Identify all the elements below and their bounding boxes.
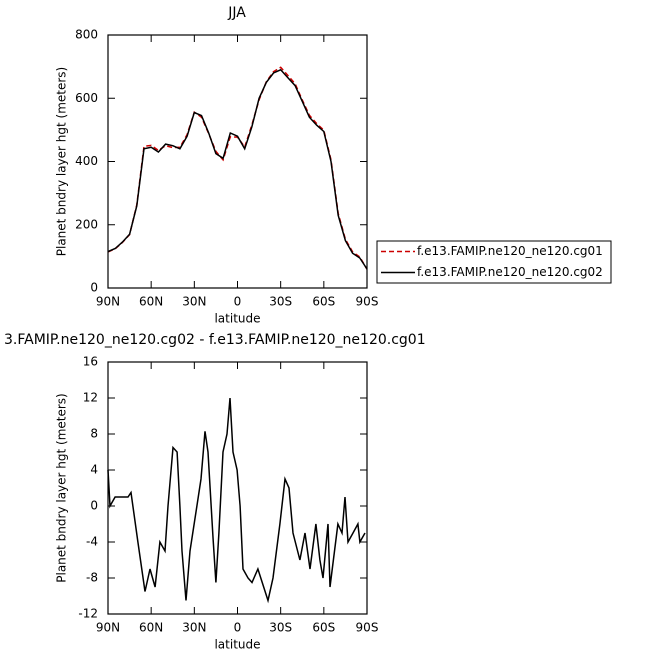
y-tick-label: 800	[75, 28, 98, 42]
y-axis-label: Planet bndry layer hgt (meters)	[55, 393, 69, 583]
y-axis-label: Planet bndry layer hgt (meters)	[55, 67, 69, 257]
legend-label: f.e13.FAMIP.ne120_ne120.cg02	[417, 265, 603, 279]
legend-box	[376, 240, 612, 284]
x-axis-label: latitude	[214, 638, 260, 652]
y-tick-label: 400	[75, 154, 98, 168]
x-axis-label: latitude	[214, 312, 260, 326]
x-tick-label: 30S	[269, 295, 292, 309]
x-tick-label: 90N	[96, 295, 120, 309]
y-tick-label: -4	[86, 535, 98, 549]
plot-frame	[107, 34, 368, 289]
y-tick-label: -12	[78, 607, 98, 621]
y-tick-label: 4	[90, 463, 98, 477]
x-tick-label: 60N	[139, 295, 163, 309]
x-tick-label: 60S	[312, 621, 335, 635]
x-tick-label: 90N	[96, 621, 120, 635]
y-tick-label: 0	[90, 499, 98, 513]
chart-title: 3.FAMIP.ne120_ne120.cg02 - f.e13.FAMIP.n…	[4, 332, 426, 348]
y-tick-label: 12	[83, 391, 98, 405]
data-line	[107, 68, 368, 270]
x-tick-label: 30N	[182, 295, 206, 309]
y-tick-label: 0	[90, 281, 98, 295]
x-tick-label: 30S	[269, 621, 292, 635]
y-tick-label: 16	[83, 355, 98, 369]
x-tick-label: 60S	[312, 295, 335, 309]
chart-title: JJA	[227, 5, 246, 21]
y-tick-label: 200	[75, 217, 98, 231]
x-tick-label: 90S	[356, 295, 379, 309]
plot-frame	[107, 361, 368, 615]
data-line	[107, 397, 366, 604]
legend-label: f.e13.FAMIP.ne120_ne120.cg01	[417, 244, 603, 258]
x-tick-label: 0	[234, 295, 242, 309]
y-tick-label: 600	[75, 91, 98, 105]
y-tick-label: -8	[86, 571, 98, 585]
x-tick-label: 30N	[182, 621, 206, 635]
y-tick-label: 8	[90, 427, 98, 441]
data-line	[107, 66, 368, 270]
x-tick-label: 0	[234, 621, 242, 635]
x-tick-label: 60N	[139, 621, 163, 635]
x-tick-label: 90S	[356, 621, 379, 635]
